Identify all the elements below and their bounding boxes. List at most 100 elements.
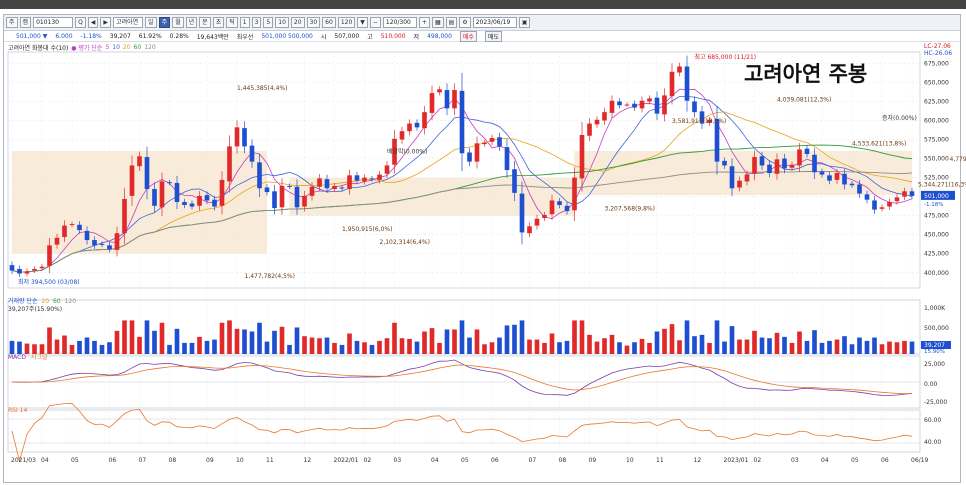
volume-bar — [257, 322, 262, 354]
grid-icon[interactable]: ▦ — [431, 17, 444, 28]
volume-bar — [534, 339, 540, 354]
calendar-icon[interactable]: ▣ — [518, 17, 531, 28]
candle-body — [212, 199, 217, 207]
candle-body — [69, 224, 75, 226]
table-icon[interactable]: ▤ — [445, 17, 458, 28]
band-label: 3,207,568(9,8%) — [605, 205, 655, 212]
candle-body — [579, 134, 585, 179]
buy-button[interactable]: 매수 — [459, 30, 477, 42]
volume-bar — [729, 326, 735, 354]
panel-frame — [7, 51, 921, 289]
candle-body — [617, 101, 622, 106]
candle-body — [707, 119, 712, 123]
band-label: 4,779(16,5%) — [950, 156, 966, 163]
dropdown-icon[interactable]: ▼ — [357, 17, 368, 28]
candle-body — [684, 66, 690, 101]
tf-day-button[interactable]: 일 — [145, 17, 157, 28]
volume-bar — [317, 338, 322, 354]
volume-bar — [122, 320, 127, 354]
candle-body — [804, 148, 810, 155]
num-10-button[interactable]: 10 — [275, 17, 289, 28]
candle-body — [474, 143, 480, 162]
volume-bar — [624, 345, 630, 354]
quote-bar: 501,000 ▼ 6,000 -1.18% 39,207 61.92% 0.2… — [4, 30, 960, 42]
tf-minute-button[interactable]: 분 — [199, 17, 211, 28]
candle-body — [872, 200, 877, 210]
num-120-button[interactable]: 120 — [337, 17, 356, 28]
volume-bar — [654, 331, 660, 354]
volume-bar — [332, 342, 337, 354]
volume-bar — [62, 335, 67, 354]
num-60-button[interactable]: 60 — [322, 17, 336, 28]
volume-bar — [692, 336, 697, 354]
minus-icon[interactable]: − — [369, 17, 381, 28]
candle-body — [542, 214, 547, 218]
tf-tick-button[interactable]: 틱 — [226, 17, 238, 28]
chart-type-button[interactable]: 주 — [6, 17, 18, 28]
x-tick-label: 02 — [754, 457, 762, 464]
candle-body — [182, 201, 187, 206]
plus-icon[interactable]: + — [418, 17, 430, 28]
x-tick-label: 04 — [41, 457, 49, 464]
tf-week-button[interactable]: 주 — [158, 17, 171, 28]
num-1-button[interactable]: 1 — [239, 17, 250, 28]
volume-bar — [189, 342, 195, 354]
stock-code-input[interactable]: 010130 — [33, 17, 74, 28]
axis-layer: 675,000 650,000 625,000 600,000 575,000 550,0… — [11, 43, 955, 464]
x-tick-label: 07 — [529, 457, 537, 464]
price-tick-label: 550,000 — [924, 156, 949, 163]
volume-bar — [737, 339, 742, 354]
candle-body — [834, 173, 840, 180]
volume-bar — [437, 342, 442, 354]
legend-ma60: 60 — [133, 44, 142, 51]
band-label: 4,039,081(12,3%) — [777, 96, 831, 103]
date-field[interactable]: 2023/06/19 — [472, 17, 517, 28]
period-button[interactable]: 캠 — [19, 17, 32, 28]
candle-body — [909, 191, 915, 196]
volume-bar — [422, 331, 427, 354]
tf-second-button[interactable]: 초 — [212, 17, 225, 28]
x-tick-label: 03 — [791, 457, 799, 464]
x-tick-label: 05 — [71, 457, 79, 464]
candle-body — [32, 268, 37, 271]
volume-ratio: 61.92% — [138, 32, 162, 40]
candle-body — [737, 180, 742, 188]
volume-bar — [474, 329, 480, 354]
price-change-pct: -1.18% — [80, 32, 102, 40]
candlestick-series — [9, 55, 915, 277]
rsi-tick-label: 40.00 — [924, 439, 941, 446]
candle-body — [122, 198, 127, 234]
accumulation-band — [574, 150, 912, 196]
num-3-button[interactable]: 3 — [251, 17, 262, 28]
volume-bar — [444, 329, 450, 354]
count-field[interactable]: 120/300 — [382, 17, 417, 28]
vol-tick-label: 1,000K — [924, 305, 946, 312]
stock-name-field[interactable]: 고려아연 — [113, 17, 144, 28]
low-label: 저 — [413, 33, 420, 41]
x-tick-label: 04 — [821, 457, 829, 464]
candle-body — [377, 174, 382, 180]
num-30-button[interactable]: 30 — [306, 17, 321, 28]
tf-month-button[interactable]: 월 — [172, 17, 184, 28]
next-arrow-icon[interactable]: ▶ — [100, 17, 112, 28]
num-5-button[interactable]: 5 — [263, 17, 274, 28]
search-icon[interactable]: Q — [75, 17, 86, 28]
gear-icon[interactable]: ⚙ — [459, 17, 471, 28]
chart-toolbar: 주 캠 010130 Q ◀ ▶ 고려아연 일 주 월 년 분 초 틱 1 3 … — [4, 15, 960, 31]
macd-tick-label: 0.00 — [924, 381, 938, 388]
candle-body — [722, 160, 727, 166]
volume-bar — [167, 344, 172, 354]
tf-year-button[interactable]: 년 — [185, 17, 198, 28]
legend-main: 고려아연 화봉대 수(10) — [8, 45, 69, 52]
volume-bar — [99, 344, 105, 354]
volume-bar — [279, 326, 285, 354]
sell-button[interactable]: 매도 — [484, 30, 502, 42]
candle-body — [197, 195, 202, 206]
high-value: 510,000 — [380, 32, 406, 40]
candle-body — [257, 162, 262, 189]
signal-line — [12, 364, 912, 394]
prev-arrow-icon[interactable]: ◀ — [87, 17, 99, 28]
num-20-button[interactable]: 20 — [290, 17, 305, 28]
volume-bars — [9, 320, 915, 354]
